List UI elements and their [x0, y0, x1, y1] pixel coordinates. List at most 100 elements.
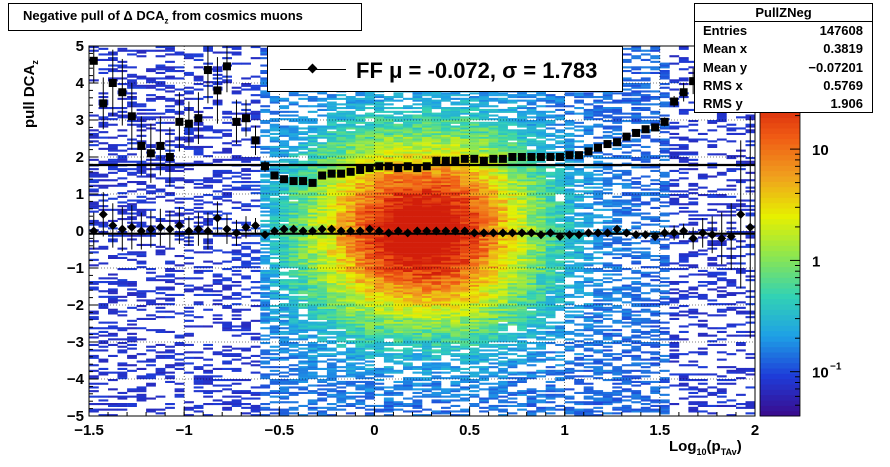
heatmap-cell [269, 127, 280, 130]
heatmap-cell [469, 366, 480, 369]
heatmap-cell [298, 251, 309, 254]
heatmap-cell [155, 66, 166, 69]
heatmap-cell [383, 308, 394, 311]
heatmap-cell [422, 303, 432, 306]
heatmap-cell [307, 186, 318, 189]
heatmap-cell [441, 203, 451, 206]
heatmap-cell [383, 184, 394, 187]
heatmap-cell [136, 210, 147, 213]
heatmap-cell [307, 295, 318, 298]
heatmap-cell [203, 251, 213, 254]
heatmap-cell [345, 306, 356, 309]
heatmap-cell [89, 179, 99, 182]
heatmap-cell [345, 273, 356, 276]
heatmap-cell [279, 129, 290, 132]
heatmap-cell [403, 205, 413, 208]
heatmap-cell [288, 155, 299, 158]
heatmap-cell [222, 171, 232, 174]
heatmap-cell [288, 290, 299, 293]
heatmap-cell [241, 158, 251, 161]
heatmap-cell [212, 317, 223, 320]
heatmap-cell [165, 366, 175, 369]
heatmap-cell [336, 375, 347, 378]
heatmap-cell [460, 103, 470, 106]
heatmap-cell [383, 251, 394, 254]
heatmap-cell [441, 184, 451, 187]
heatmap-cell [317, 316, 328, 319]
heatmap-cell [279, 206, 290, 209]
heatmap-cell [307, 197, 318, 200]
heatmap-cell [441, 367, 451, 370]
heatmap-cell [374, 197, 385, 200]
heatmap-cell [412, 334, 423, 337]
heatmap-cell [203, 371, 213, 374]
heatmap-cell [146, 81, 156, 84]
heatmap-cell [383, 299, 394, 302]
heatmap-cell [165, 53, 175, 56]
heatmap-cell [241, 242, 251, 245]
heatmap-cell [136, 390, 147, 393]
heatmap-cell [403, 227, 413, 230]
heatmap-cell [469, 358, 480, 361]
heatmap-cell [364, 306, 375, 309]
heatmap-cell [422, 132, 432, 135]
heatmap-cell [374, 279, 385, 282]
heatmap-cell [231, 158, 242, 161]
heatmap-cell [326, 406, 337, 409]
heatmap-cell [422, 105, 432, 108]
heatmap-cell [441, 377, 451, 380]
heatmap-cell [364, 127, 375, 130]
heatmap-cell [317, 192, 328, 195]
heatmap-cell [336, 332, 347, 335]
heatmap-cell [231, 201, 242, 204]
heatmap-cell [184, 319, 194, 322]
heatmap-cell [127, 79, 137, 82]
heatmap-cell [184, 314, 194, 317]
heatmap-cell [336, 321, 347, 324]
heatmap-cell [403, 340, 413, 343]
heatmap-cell [345, 380, 356, 383]
heatmap-cell [393, 362, 404, 365]
heatmap-cell [345, 157, 356, 160]
heatmap-cell [383, 110, 394, 113]
heatmap-cell [127, 340, 137, 343]
heatmap-cell [146, 208, 156, 211]
heatmap-cell [345, 142, 356, 145]
heatmap-cell [422, 186, 432, 189]
heatmap-cell [89, 158, 99, 161]
heatmap-cell [269, 208, 280, 211]
heatmap-cell [241, 327, 251, 330]
heatmap-cell [469, 184, 480, 187]
heatmap-cell [374, 293, 385, 296]
heatmap-cell [364, 144, 375, 147]
heatmap-cell [184, 212, 194, 215]
heatmap-cell [222, 403, 232, 406]
heatmap-cell [450, 245, 461, 248]
heatmap-cell [383, 366, 394, 369]
heatmap-cell [288, 342, 299, 345]
heatmap-cell [431, 142, 442, 145]
heatmap-cell [136, 253, 147, 256]
heatmap-cell [174, 367, 185, 370]
heatmap-cell [383, 216, 394, 219]
heatmap-cell [393, 129, 404, 132]
heatmap-cell [412, 134, 423, 137]
heatmap-cell [269, 349, 280, 352]
heatmap-cell [326, 362, 337, 365]
heatmap-cell [469, 205, 480, 208]
heatmap-cell [431, 317, 442, 320]
heatmap-cell [431, 201, 442, 204]
heatmap-cell [317, 190, 328, 193]
heatmap-cell [326, 160, 337, 163]
heatmap-cell [326, 366, 337, 369]
heatmap-cell [441, 406, 451, 409]
heatmap-cell [260, 292, 271, 295]
heatmap-cell [422, 129, 432, 132]
heatmap-cell [298, 160, 309, 163]
heatmap-cell [383, 201, 394, 204]
heatmap-cell [288, 173, 299, 176]
heatmap-cell [165, 377, 175, 380]
heatmap-cell [431, 310, 442, 313]
heatmap-cell [212, 290, 223, 293]
heatmap-cell [450, 273, 461, 276]
